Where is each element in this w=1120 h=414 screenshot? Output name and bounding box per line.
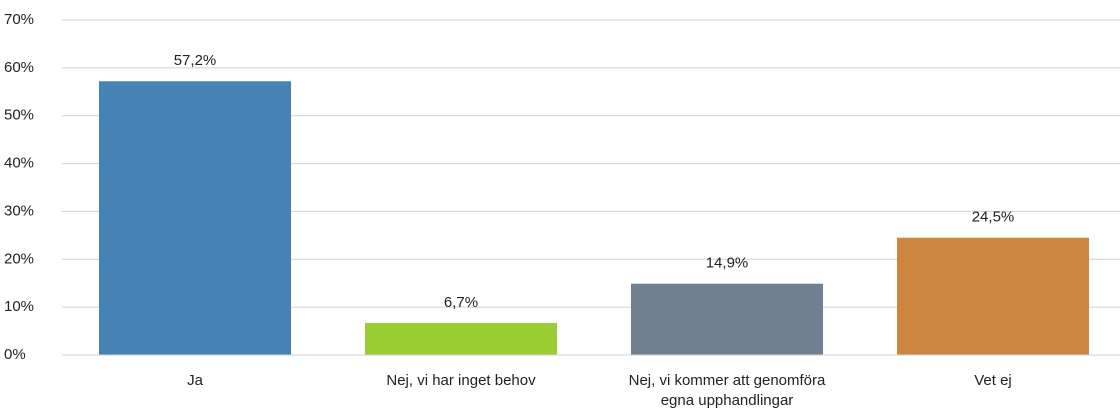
y-tick-label: 60% xyxy=(4,59,34,76)
value-label: 14,9% xyxy=(706,255,749,272)
bar xyxy=(897,237,1089,355)
y-tick-label: 0% xyxy=(4,346,26,363)
bar xyxy=(631,283,823,355)
y-tick-label: 30% xyxy=(4,202,34,219)
value-label: 24,5% xyxy=(972,209,1015,226)
y-tick-label: 70% xyxy=(4,11,34,28)
value-label: 57,2% xyxy=(174,52,217,69)
y-tick-label: 50% xyxy=(4,107,34,124)
x-tick-label: Ja xyxy=(187,372,203,389)
x-tick-label: Vet ej xyxy=(974,372,1012,389)
y-tick-label: 10% xyxy=(4,298,34,315)
bar xyxy=(99,81,291,355)
y-tick-label: 40% xyxy=(4,155,34,172)
x-tick-label: Nej, vi kommer att genomföra egna upphan… xyxy=(628,372,826,409)
y-tick-label: 20% xyxy=(4,250,34,267)
x-tick-label: Nej, vi har inget behov xyxy=(386,372,536,389)
value-label: 6,7% xyxy=(444,294,478,311)
bar xyxy=(365,322,557,355)
